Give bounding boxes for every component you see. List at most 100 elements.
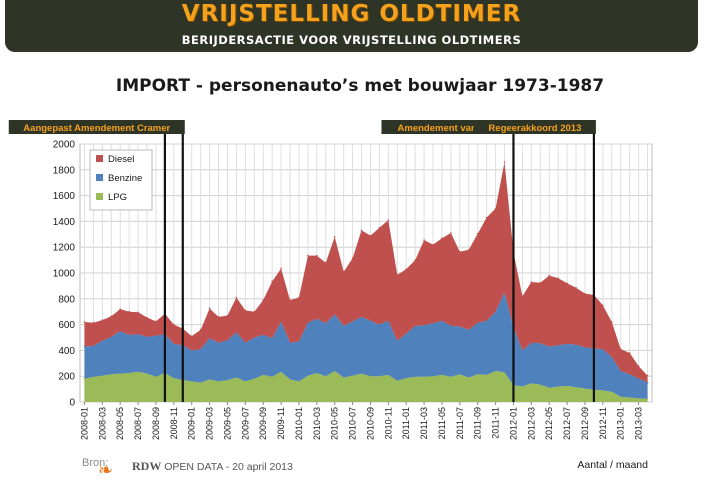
x-tick-label: 2009-07 [240, 407, 250, 440]
data-point-diesel [494, 207, 497, 210]
y-tick-label: 600 [58, 320, 75, 331]
data-point-diesel [101, 319, 104, 321]
data-point-diesel [235, 296, 238, 299]
data-point-diesel [307, 254, 309, 257]
data-point-diesel [316, 254, 318, 257]
data-point-diesel [92, 321, 95, 324]
data-point-diesel [271, 280, 273, 283]
x-tick-label: 2011-07 [455, 407, 465, 439]
y-tick-label: 1000 [53, 269, 76, 280]
x-tick-label: 2010-05 [330, 407, 340, 440]
x-tick-label: 2011-05 [437, 407, 447, 439]
header-banner: VRIJSTELLING OLDTIMER BERIJDERSACTIE VOO… [5, 0, 698, 52]
data-point-diesel [262, 299, 265, 301]
data-point-diesel [128, 310, 130, 313]
y-tick-label: 800 [58, 294, 75, 305]
data-point-diesel [503, 161, 506, 163]
event-label: Aangepast Amendement Cramer [23, 123, 170, 134]
x-tick-label: 2008-01 [79, 407, 89, 440]
x-tick-label: 2010-07 [348, 407, 358, 440]
x-tick-label: 2008-11 [169, 407, 179, 439]
x-tick-label: 2011-11 [491, 407, 501, 439]
y-tick-label: 1600 [53, 191, 76, 202]
legend-label-benzine: Benzine [108, 173, 142, 184]
data-point-diesel [423, 239, 425, 241]
data-point-diesel [646, 374, 649, 377]
x-tick-label: 2011-01 [401, 407, 411, 439]
x-tick-label: 2009-03 [205, 407, 215, 440]
data-point-diesel [566, 282, 568, 285]
legend-label-diesel: Diesel [108, 154, 134, 165]
x-tick-label: 2013-03 [634, 407, 644, 440]
source-label: Bron: [82, 457, 109, 469]
data-point-diesel [83, 321, 86, 323]
legend-swatch-benzine [96, 174, 103, 181]
data-point-diesel [226, 314, 229, 317]
y-tick-label: 1400 [53, 217, 76, 228]
x-tick-label: 2010-01 [294, 407, 304, 440]
x-tick-label: 2012-11 [598, 407, 608, 439]
y-tick-label: 1200 [53, 243, 76, 254]
x-tick-label: 2010-03 [312, 407, 322, 440]
data-point-diesel [298, 296, 300, 299]
data-point-diesel [610, 321, 613, 323]
data-point-diesel [584, 292, 586, 295]
event-label: Regeerakkoord 2013 [488, 123, 581, 134]
data-point-diesel [110, 315, 113, 318]
series-area-lpg [84, 371, 648, 402]
data-point-diesel [602, 304, 604, 307]
series-area-diesel [84, 162, 648, 383]
data-point-diesel [137, 311, 139, 314]
x-tick-label: 2012-01 [508, 407, 518, 440]
data-point-diesel [208, 307, 211, 310]
data-point-diesel [441, 237, 443, 239]
data-point-diesel [369, 234, 372, 237]
x-tick-label: 2008-03 [97, 407, 107, 440]
x-tick-label: 2012-03 [526, 407, 536, 440]
data-point-diesel [351, 257, 354, 259]
data-point-diesel [119, 308, 122, 310]
banner-title: VRIJSTELLING OLDTIMER [181, 1, 522, 27]
data-point-diesel [521, 295, 524, 298]
data-point-diesel [619, 348, 622, 350]
y-tick-label: 400 [58, 346, 75, 357]
data-point-diesel [432, 243, 434, 246]
data-point-diesel [173, 323, 175, 326]
data-point-diesel [467, 248, 470, 251]
data-point-diesel [405, 268, 408, 270]
data-point-diesel [637, 365, 640, 367]
data-point-diesel [289, 299, 291, 301]
data-point-diesel [628, 352, 631, 354]
data-point-diesel [459, 250, 461, 253]
x-tick-label: 2013-01 [616, 407, 626, 440]
data-point-diesel [557, 277, 559, 279]
unit-label: Aantal / maand [577, 459, 648, 471]
x-tick-label: 2009-11 [276, 407, 286, 439]
rdw-leaf-icon: ❧ [98, 460, 114, 480]
x-tick-label: 2012-09 [580, 407, 590, 440]
source-org: RDW [132, 459, 162, 473]
data-point-diesel [530, 281, 533, 283]
x-tick-label: 2008-05 [115, 407, 125, 440]
x-tick-label: 2008-09 [151, 407, 161, 440]
data-point-diesel [539, 281, 542, 284]
banner-subtitle: BERIJDERSACTIE VOOR VRIJSTELLING OLDTIME… [181, 33, 522, 47]
chart-title: IMPORT - personenauto’s met bouwjaar 197… [115, 76, 605, 96]
data-point-diesel [244, 309, 247, 312]
event-label-box [8, 120, 185, 134]
data-point-diesel [190, 335, 193, 338]
event-label-box [473, 120, 596, 134]
y-tick-label: 200 [58, 372, 75, 383]
x-tick-label: 2009-01 [187, 407, 197, 440]
x-tick-label: 2009-09 [258, 407, 268, 440]
x-tick-label: 2011-09 [473, 407, 483, 439]
x-tick-label: 2008-07 [133, 407, 143, 440]
legend-label-lpg: LPG [108, 192, 127, 203]
event-label: Amendement van Vliet [398, 123, 501, 134]
data-point-diesel [387, 219, 390, 221]
source-text: OPEN DATA - 20 april 2013 [161, 461, 293, 473]
data-point-diesel [485, 216, 488, 219]
legend-swatch-lpg [96, 193, 103, 200]
x-tick-label: 2012-07 [562, 407, 572, 440]
